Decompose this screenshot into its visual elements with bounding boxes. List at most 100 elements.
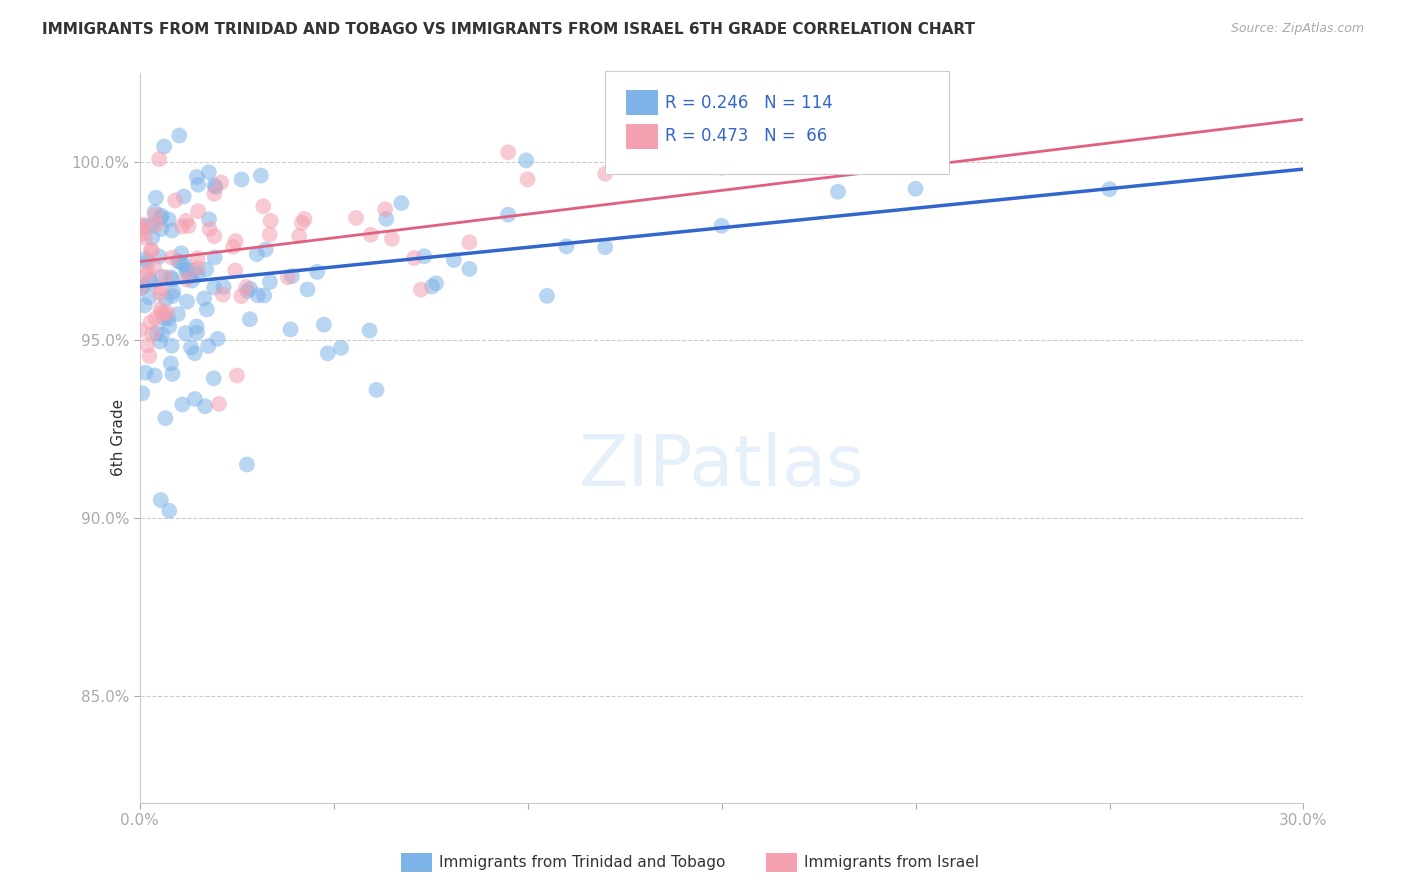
Point xyxy=(153,307,176,321)
Point xyxy=(496,208,519,222)
Point xyxy=(172,397,194,411)
Point xyxy=(281,269,304,284)
Point xyxy=(131,386,153,401)
Point xyxy=(129,227,152,242)
Point xyxy=(150,306,173,320)
Point xyxy=(160,223,183,237)
Point xyxy=(413,249,436,263)
Point xyxy=(222,240,245,254)
Text: Source: ZipAtlas.com: Source: ZipAtlas.com xyxy=(1230,22,1364,36)
Text: R = 0.473   N =  66: R = 0.473 N = 66 xyxy=(665,128,827,145)
Point xyxy=(259,227,281,242)
Point xyxy=(136,255,159,269)
Point xyxy=(516,172,538,186)
Text: Immigrants from Israel: Immigrants from Israel xyxy=(804,855,979,870)
Point xyxy=(162,367,184,381)
Point xyxy=(359,324,381,338)
Point xyxy=(593,167,616,181)
Point xyxy=(174,264,197,278)
Point xyxy=(170,246,193,260)
Point xyxy=(145,326,167,341)
Point xyxy=(202,229,225,244)
Point xyxy=(1098,182,1121,196)
Point xyxy=(239,282,262,296)
Point xyxy=(167,128,190,143)
Point xyxy=(235,280,257,294)
Point xyxy=(174,326,197,341)
Point xyxy=(202,186,225,201)
Point xyxy=(139,276,162,290)
Point xyxy=(198,212,221,227)
Text: ZIPatlas: ZIPatlas xyxy=(579,433,865,501)
Point xyxy=(177,219,200,233)
Point xyxy=(259,214,281,228)
Point xyxy=(153,311,176,326)
Point xyxy=(374,202,396,217)
Point xyxy=(186,252,208,266)
Point xyxy=(180,340,202,354)
Point xyxy=(197,339,219,353)
Point xyxy=(246,247,269,261)
Point xyxy=(157,212,180,227)
Point xyxy=(312,318,335,332)
Point xyxy=(173,189,195,203)
Point xyxy=(150,222,173,236)
Point xyxy=(162,289,184,303)
Point xyxy=(173,257,195,271)
Point xyxy=(138,349,160,363)
Point xyxy=(277,270,299,285)
Point xyxy=(381,232,404,246)
Point xyxy=(316,346,339,360)
Point xyxy=(344,211,367,225)
Point xyxy=(496,145,519,160)
Point xyxy=(288,229,311,244)
Point xyxy=(186,169,208,184)
Point xyxy=(131,218,153,232)
Point xyxy=(157,311,180,326)
Point xyxy=(212,280,235,294)
Point xyxy=(145,191,167,205)
Point xyxy=(404,251,426,265)
Point xyxy=(143,205,166,219)
Point xyxy=(135,219,157,233)
Text: IMMIGRANTS FROM TRINIDAD AND TOBAGO VS IMMIGRANTS FROM ISRAEL 6TH GRADE CORRELAT: IMMIGRANTS FROM TRINIDAD AND TOBAGO VS I… xyxy=(42,22,976,37)
Point xyxy=(194,399,217,413)
Point xyxy=(149,493,172,508)
Point xyxy=(183,264,205,278)
Point xyxy=(176,272,198,286)
Point xyxy=(186,326,208,340)
Point xyxy=(145,218,167,232)
Point xyxy=(297,282,319,296)
Point xyxy=(176,262,198,277)
Point xyxy=(425,277,447,291)
Point xyxy=(204,178,226,193)
Point xyxy=(236,458,259,472)
Point xyxy=(254,243,277,257)
Point xyxy=(195,262,218,277)
Point xyxy=(139,315,162,329)
Point xyxy=(143,368,166,383)
Point xyxy=(231,172,253,186)
Point xyxy=(458,235,481,250)
Point xyxy=(207,332,229,346)
Point xyxy=(330,341,353,355)
Point xyxy=(458,261,481,276)
Point xyxy=(198,165,221,179)
Point xyxy=(186,261,208,276)
Point xyxy=(202,280,225,294)
Point xyxy=(204,251,226,265)
Point xyxy=(141,244,163,258)
Point xyxy=(143,208,166,222)
Point xyxy=(157,319,180,334)
Point xyxy=(129,222,152,236)
Point xyxy=(198,222,221,236)
Point xyxy=(157,504,180,518)
Point xyxy=(195,302,218,317)
Point xyxy=(138,273,160,287)
Point xyxy=(187,204,209,219)
Text: R = 0.246   N = 114: R = 0.246 N = 114 xyxy=(665,94,832,112)
Point xyxy=(138,290,160,304)
Point xyxy=(212,287,235,301)
Point xyxy=(136,265,159,279)
Point xyxy=(162,285,184,299)
